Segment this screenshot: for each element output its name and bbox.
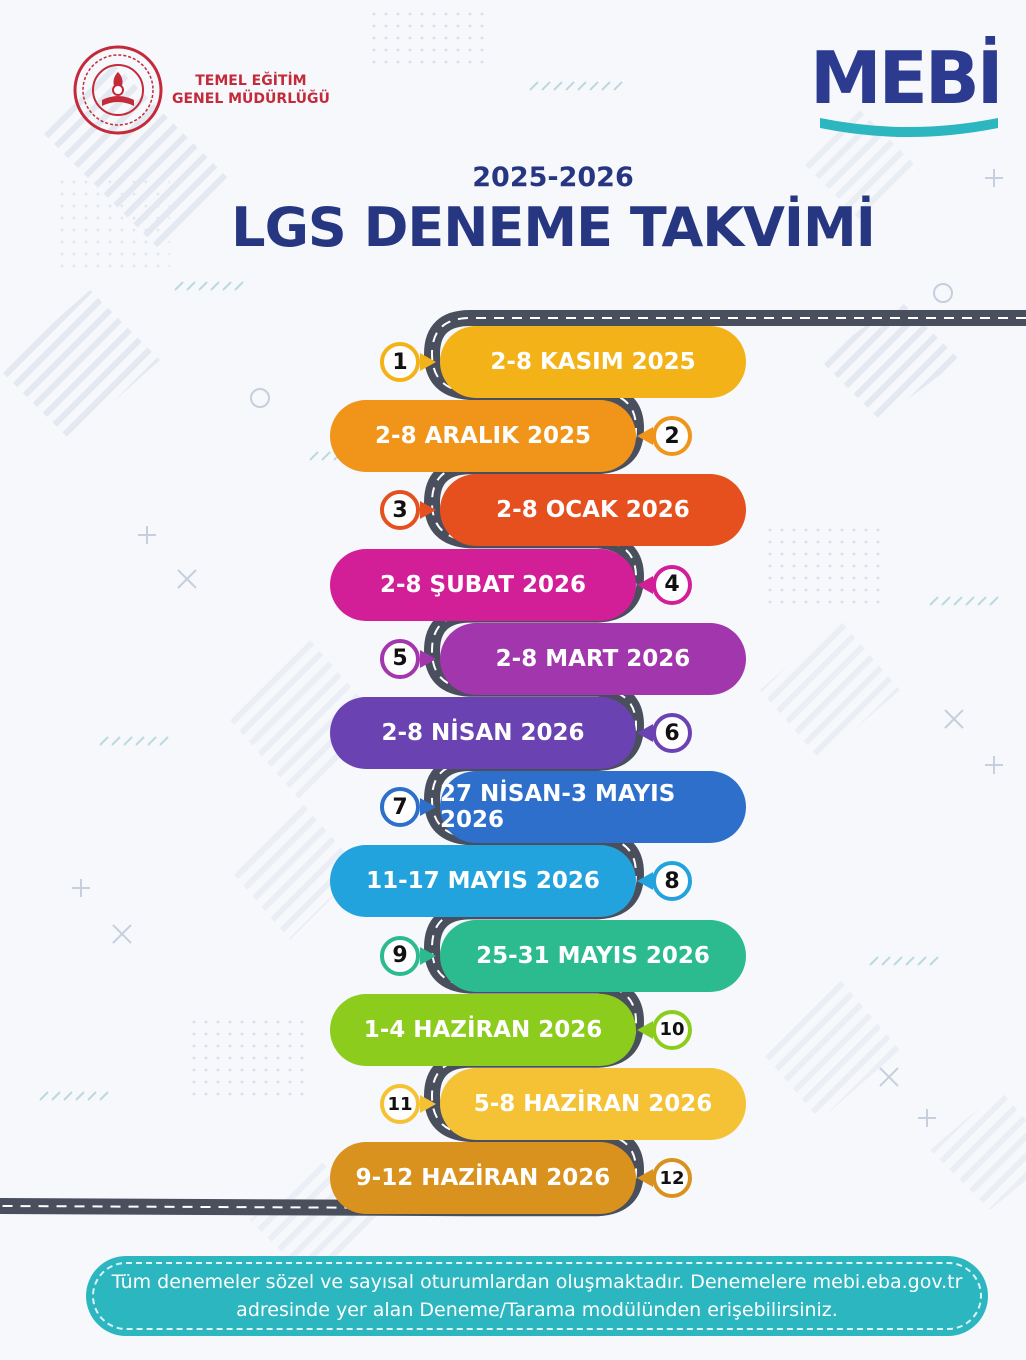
marker-pointer xyxy=(420,353,436,371)
note-line-2: adresinde yer alan Deneme/Tarama modülün… xyxy=(236,1299,838,1321)
exam-date-label: 2-8 OCAK 2026 xyxy=(496,497,690,524)
exam-date-pill: 2-8 ŞUBAT 2026 xyxy=(330,548,636,621)
school-year: 2025-2026 xyxy=(472,162,634,193)
exam-date-label: 2-8 MART 2026 xyxy=(495,645,691,672)
exam-date-label: 25-31 MAYIS 2026 xyxy=(476,942,710,969)
exam-date-pill: 1-4 HAZİRAN 2026 xyxy=(330,993,636,1066)
exam-number-marker: 10 xyxy=(652,1009,692,1050)
exam-date-label: 2-8 ŞUBAT 2026 xyxy=(379,571,587,598)
exam-date-pill: 2-8 KASIM 2025 xyxy=(440,326,746,398)
info-note: Tüm denemeler sözel ve sayısal oturumlar… xyxy=(86,1256,988,1336)
exam-number-marker: 12 xyxy=(652,1158,692,1199)
ministry-logo: TEMEL EĞİTİM GENEL MÜDÜRLÜĞÜ xyxy=(72,44,330,136)
marker-pointer xyxy=(637,1169,653,1188)
exam-date-pill: 11-17 MAYIS 2026 xyxy=(330,845,636,918)
marker-pointer xyxy=(420,1095,436,1113)
marker-pointer xyxy=(637,1020,653,1039)
exam-number-marker: 4 xyxy=(652,564,692,605)
ministry-seal-icon xyxy=(73,45,163,135)
exam-date-pill: 5-8 HAZİRAN 2026 xyxy=(440,1068,746,1140)
exam-number-marker: 5 xyxy=(380,638,420,679)
exam-date-pill: 25-31 MAYIS 2026 xyxy=(440,919,746,992)
exam-date-label: 2-8 NİSAN 2026 xyxy=(381,720,585,746)
exam-number-marker: 8 xyxy=(652,861,692,902)
exam-date-label: 9-12 HAZİRAN 2026 xyxy=(355,1165,611,1192)
exam-date-label: 2-8 ARALIK 2025 xyxy=(375,423,591,450)
exam-date-label: 5-8 HAZİRAN 2026 xyxy=(473,1091,713,1117)
organization-name: TEMEL EĞİTİM GENEL MÜDÜRLÜĞÜ xyxy=(172,72,330,108)
exam-date-pill: 2-8 MART 2026 xyxy=(440,622,746,695)
exam-number-marker: 6 xyxy=(652,713,692,753)
marker-pointer xyxy=(420,946,436,965)
exam-number-marker: 3 xyxy=(380,490,420,531)
exam-number-marker: 11 xyxy=(380,1084,420,1124)
exam-date-pill: 9-12 HAZİRAN 2026 xyxy=(330,1142,636,1215)
exam-number-marker: 1 xyxy=(380,342,420,382)
marker-pointer xyxy=(637,724,653,742)
note-line-1: Tüm denemeler sözel ve sayısal oturumlar… xyxy=(111,1271,963,1293)
exam-number-marker: 2 xyxy=(652,416,692,457)
exam-date-label: 27 NİSAN-3 MAYIS 2026 xyxy=(440,781,676,834)
exam-date-label: 1-4 HAZİRAN 2026 xyxy=(363,1016,603,1043)
marker-pointer xyxy=(420,501,436,520)
exam-number-marker: 9 xyxy=(380,935,420,976)
exam-date-pill: 2-8 ARALIK 2025 xyxy=(330,400,636,473)
exam-number-marker: 7 xyxy=(380,787,420,828)
exam-date-pill: 2-8 NİSAN 2026 xyxy=(330,697,636,769)
mebi-logo: MEBİ xyxy=(810,28,1005,140)
page-title: LGS DENEME TAKVİMİ xyxy=(231,196,876,259)
logo-swoosh-icon xyxy=(820,118,998,137)
marker-pointer xyxy=(420,798,436,817)
marker-pointer xyxy=(637,575,653,594)
exam-date-label: 11-17 MAYIS 2026 xyxy=(366,868,600,895)
exam-date-label: 2-8 KASIM 2025 xyxy=(490,349,696,375)
org-line-2: GENEL MÜDÜRLÜĞÜ xyxy=(172,91,330,107)
exam-date-pill: 27 NİSAN-3 MAYIS 2026 xyxy=(440,771,746,844)
brand-name: MEBİ xyxy=(810,36,1003,120)
marker-pointer xyxy=(637,427,653,446)
marker-pointer xyxy=(637,872,653,891)
marker-pointer xyxy=(420,649,436,668)
exam-date-pill: 2-8 OCAK 2026 xyxy=(440,474,746,547)
org-line-1: TEMEL EĞİTİM xyxy=(195,73,307,89)
